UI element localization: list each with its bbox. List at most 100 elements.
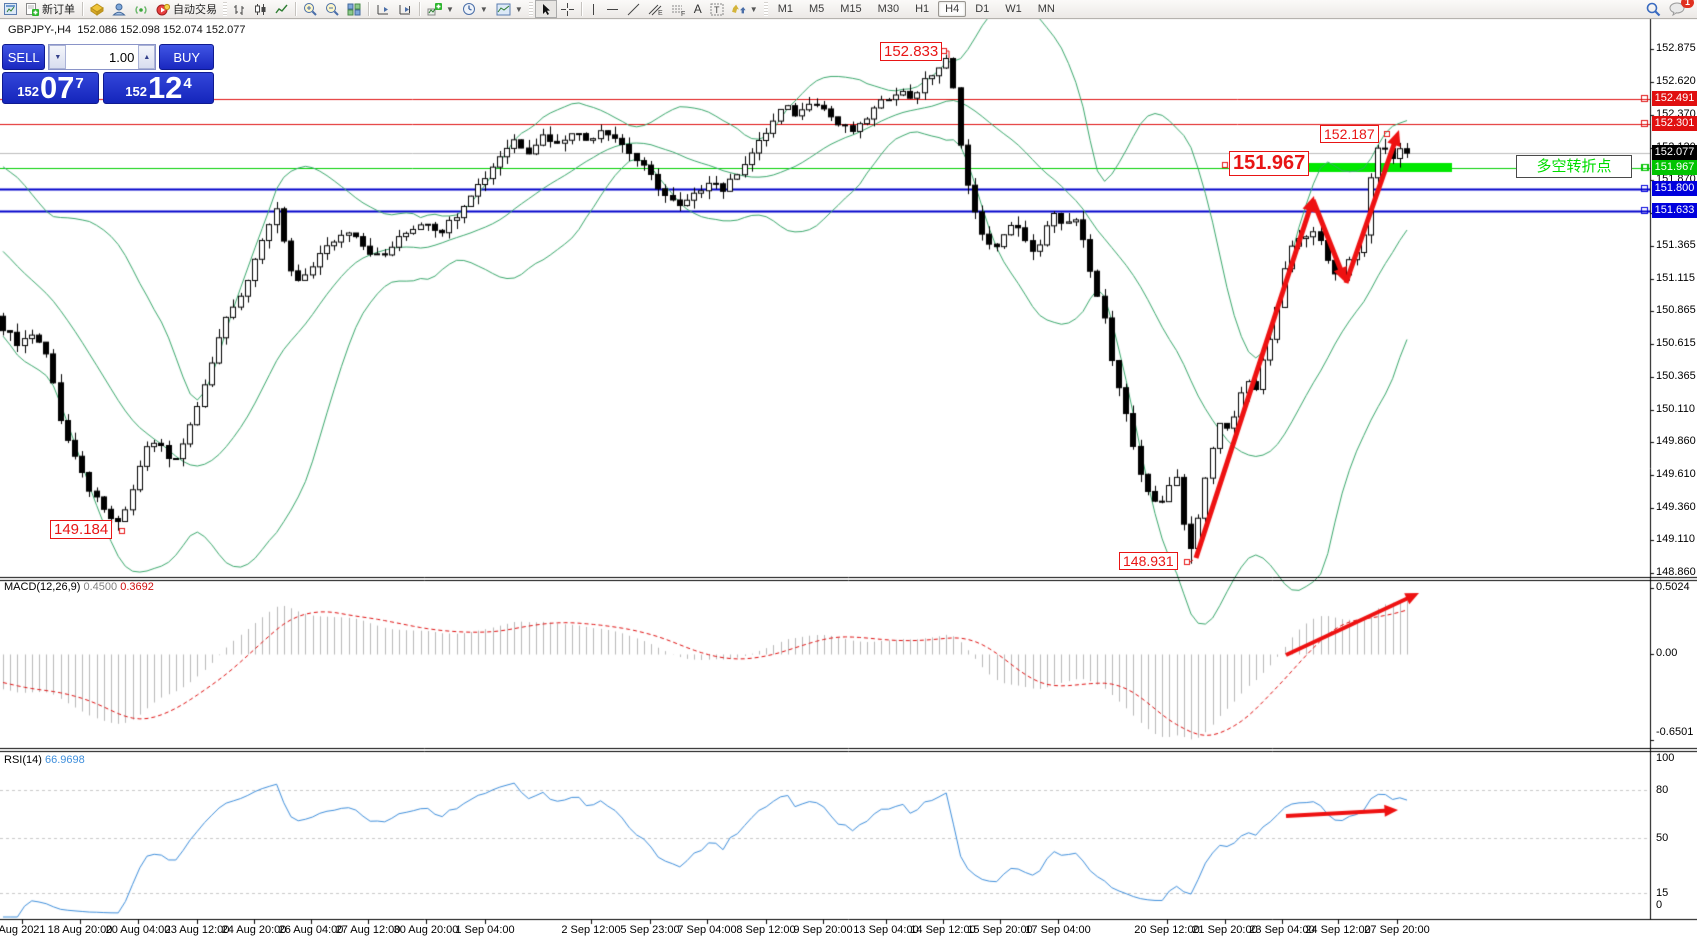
fibonacci-tool-icon[interactable]: F xyxy=(667,1,690,17)
bar-chart-mode-icon[interactable] xyxy=(229,1,250,17)
timeframe-m30[interactable]: M30 xyxy=(877,3,900,15)
cursor-tool-icon[interactable] xyxy=(534,0,557,18)
date-tick-label: 20 Sep 12:00 xyxy=(1134,924,1200,936)
date-tick-label: 8 Sep 12:00 xyxy=(736,924,796,936)
date-tick-label: 9 Sep 20:00 xyxy=(793,924,853,936)
annotation-crash-low[interactable]: 148.931 xyxy=(1119,552,1178,570)
date-tick-label: 1 Sep 04:00 xyxy=(455,924,515,936)
shapes-tool-icon[interactable]: ▼ xyxy=(728,1,762,17)
notifications-icon[interactable]: 1 xyxy=(1665,0,1694,17)
date-tick-label: 17 Sep 04:00 xyxy=(1025,924,1091,936)
svg-text:E: E xyxy=(658,10,663,16)
timeframe-h4[interactable]: H4 xyxy=(938,1,967,17)
buy-price-sup: 4 xyxy=(183,75,192,92)
macd-scale-label: 0.5024 xyxy=(1656,580,1690,593)
annotation-pivot-note[interactable]: 多空转折点 xyxy=(1516,155,1632,178)
timeframe-mn[interactable]: MN xyxy=(1037,3,1055,15)
hline-tool-icon[interactable] xyxy=(602,1,623,17)
sell-price-big: 07 xyxy=(39,70,75,105)
volume-increase-button[interactable]: ▲ xyxy=(138,45,156,69)
period-icon[interactable]: ▼ xyxy=(458,1,492,17)
zoom-in-icon[interactable] xyxy=(299,1,321,17)
timeframe-m1[interactable]: M1 xyxy=(777,3,793,15)
timeframe-m5[interactable]: M5 xyxy=(808,3,825,15)
annotation-pivot-level[interactable]: 151.967 xyxy=(1229,151,1310,176)
new-order-icon xyxy=(26,3,39,16)
candle-chart-mode-icon[interactable] xyxy=(250,1,271,17)
timeframe-w1[interactable]: W1 xyxy=(1005,3,1022,15)
crosshair-tool-icon[interactable] xyxy=(557,1,578,17)
price-badge: 151.967 xyxy=(1652,159,1697,175)
market-watch-icon[interactable] xyxy=(86,1,108,17)
rsi-scale-label: 100 xyxy=(1656,752,1675,764)
data-window-icon[interactable] xyxy=(108,1,130,17)
templates-icon[interactable]: ▼ xyxy=(492,1,527,17)
svg-text:T: T xyxy=(714,5,720,15)
price-tick: 150.615 xyxy=(1656,336,1696,349)
rsi-value: 66.9698 xyxy=(44,754,85,766)
date-tick-label: 23 Sep 04:00 xyxy=(1249,924,1315,936)
auto-trading-icon xyxy=(156,3,170,15)
text-label-tool-icon[interactable]: T xyxy=(706,1,728,17)
timeframe-d1[interactable]: D1 xyxy=(975,3,990,15)
date-tick-label: 30 Aug 20:00 xyxy=(393,924,459,936)
annotation-swing-high[interactable]: 152.833 xyxy=(880,42,943,61)
vline-tool-icon[interactable] xyxy=(585,1,602,17)
date-tick-label: 18 Aug 20:00 xyxy=(47,924,113,936)
tile-windows-icon[interactable] xyxy=(343,1,365,17)
buy-price-prefix: 152 xyxy=(125,84,147,99)
price-tick: 152.620 xyxy=(1656,75,1696,88)
price-tick: 148.860 xyxy=(1656,566,1696,578)
buy-price-big: 12 xyxy=(147,70,183,105)
date-tick-label: 20 Aug 04:00 xyxy=(105,924,171,936)
zoom-out-icon[interactable] xyxy=(321,1,343,17)
annotation-left-low[interactable]: 149.184 xyxy=(50,520,113,539)
sell-price-sup: 7 xyxy=(75,75,84,92)
price-badge: 152.301 xyxy=(1652,115,1697,131)
date-tick-label: 13 Sep 04:00 xyxy=(853,924,919,936)
volume-input[interactable] xyxy=(66,45,139,69)
indicators-icon[interactable]: ▼ xyxy=(423,1,458,17)
one-click-trade-panel: SELL ▼ ▲ BUY 152 07 7 152 12 4 xyxy=(2,44,214,104)
new-order-button[interactable]: 新订单 xyxy=(21,1,79,17)
price-badge: 151.800 xyxy=(1652,181,1697,197)
text-tool-icon[interactable]: A xyxy=(693,2,702,16)
date-tick-label: 23 Aug 12:00 xyxy=(164,924,230,936)
signal-icon[interactable] xyxy=(130,1,152,17)
timeframe-group: M1 M5 M15 M30 H1 H4 D1 W1 MN xyxy=(770,1,1063,17)
trendline-tool-icon[interactable] xyxy=(623,1,644,17)
price-tick: 149.860 xyxy=(1656,435,1696,448)
line-chart-mode-icon[interactable] xyxy=(271,1,292,17)
date-tick-label: 7 Sep 04:00 xyxy=(677,924,737,936)
auto-scroll-icon[interactable] xyxy=(372,1,394,17)
chart-shift-icon[interactable] xyxy=(394,1,416,17)
rsi-scale-label: 15 xyxy=(1656,887,1669,900)
price-tick: 151.115 xyxy=(1656,271,1695,284)
price-badge: 151.633 xyxy=(1652,203,1697,219)
search-icon[interactable] xyxy=(1642,1,1665,17)
chart-ohlc-title: GBPJPY-,H4 152.086 152.098 152.074 152.0… xyxy=(8,24,246,36)
sell-button[interactable]: SELL xyxy=(2,44,46,70)
macd-signal-value: 0.3692 xyxy=(120,581,154,593)
sell-price[interactable]: 152 07 7 xyxy=(2,72,99,104)
date-tick-label: 5 Sep 23:00 xyxy=(620,924,680,936)
price-tick: 149.360 xyxy=(1656,500,1696,513)
date-tick-label: 24 Sep 12:00 xyxy=(1305,924,1371,936)
rsi-scale-label: 50 xyxy=(1656,831,1669,844)
window-icon[interactable] xyxy=(0,1,21,17)
auto-trading-button[interactable]: 自动交易 xyxy=(152,1,221,17)
buy-button[interactable]: BUY xyxy=(159,44,214,70)
price-badge: 152.077 xyxy=(1652,145,1697,161)
volume-decrease-button[interactable]: ▼ xyxy=(49,45,67,69)
rsi-scale-label: 80 xyxy=(1656,783,1669,796)
channel-tool-icon[interactable]: E xyxy=(644,1,667,17)
timeframe-m15[interactable]: M15 xyxy=(840,3,862,15)
timeframe-h1[interactable]: H1 xyxy=(915,3,930,15)
annotation-pullback-high[interactable]: 152.187 xyxy=(1320,125,1379,143)
price-tick: 149.610 xyxy=(1656,468,1696,481)
buy-price[interactable]: 152 12 4 xyxy=(103,72,214,104)
sell-price-prefix: 152 xyxy=(17,84,39,99)
date-tick-label: 27 Aug 12:00 xyxy=(335,924,401,936)
